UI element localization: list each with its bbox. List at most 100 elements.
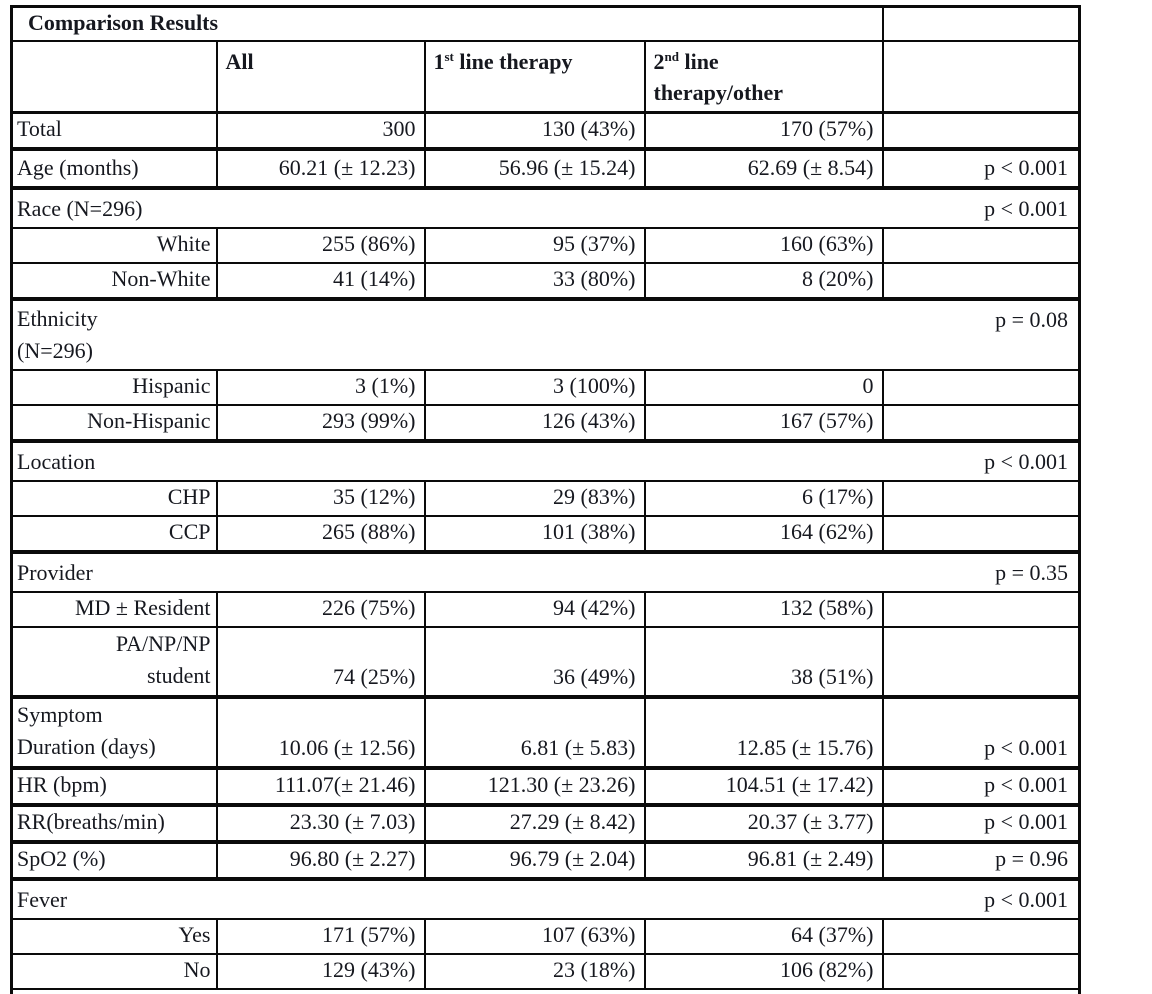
row-hispanic: Hispanic 3 (1%) 3 (100%) 0 [10, 369, 1081, 406]
category-label-ethnicity: Ethnicity (N=296) [17, 303, 98, 367]
row-ccp: CCP 265 (88%) 101 (38%) 164 (62%) [10, 515, 1081, 554]
cell-nonhispanic-first: 126 (43%) [423, 404, 646, 443]
title-empty-cell [881, 5, 1081, 42]
header-first-line-therapy: 1st line therapy [423, 40, 646, 114]
row-rr: RR(breaths/min) 23.30 (± 7.03) 27.29 (± … [10, 804, 1081, 844]
cell-total-p [881, 111, 1081, 151]
cell-yes-second: 64 (37%) [643, 918, 884, 955]
cell-md-all: 226 (75%) [215, 591, 426, 628]
category-ethnicity: Ethnicity (N=296) p = 0.08 [10, 298, 1081, 371]
cell-ccp-p [881, 515, 1081, 554]
cell-chp-second: 6 (17%) [643, 480, 884, 517]
category-p-location: p < 0.001 [984, 449, 1069, 474]
cell-white-first: 95 (37%) [423, 227, 646, 264]
row-fever-yes: Yes 171 (57%) 107 (63%) 64 (37%) [10, 918, 1081, 955]
label-pa-np: PA/NP/NP student [10, 626, 218, 699]
cell-pa-second: 38 (51%) [643, 626, 884, 699]
pa-label-line2: student [146, 663, 211, 688]
symptom-label-line2: Duration (days) [17, 734, 156, 759]
cell-spo2-p: p = 0.96 [881, 841, 1081, 881]
label-fever-yes: Yes [10, 918, 218, 955]
label-nonhispanic: Non-Hispanic [10, 404, 218, 443]
category-label-location: Location [17, 449, 96, 474]
row-md-resident: MD ± Resident 226 (75%) 94 (42%) 132 (58… [10, 591, 1081, 628]
cell-pa-p [881, 626, 1081, 699]
cell-no-p [881, 953, 1081, 990]
header-second-line-therapy: 2nd line therapy/other [643, 40, 884, 114]
row-chp: CHP 35 (12%) 29 (83%) 6 (17%) [10, 480, 1081, 517]
header-second-rest: line [678, 49, 719, 74]
cell-nonwhite-first: 33 (80%) [423, 262, 646, 301]
row-title: Comparison Results [10, 5, 1081, 42]
header-empty-cell [10, 40, 218, 114]
row-pa-np: PA/NP/NP student 74 (25%) 36 (49%) 38 (5… [10, 626, 1081, 699]
header-p-empty-cell [881, 40, 1081, 114]
category-p-fever: p < 0.001 [984, 887, 1069, 912]
header-first-base: 1 [433, 49, 445, 74]
cell-chp-first: 29 (83%) [423, 480, 646, 517]
label-total: Total [10, 111, 218, 151]
cell-md-first: 94 (42%) [423, 591, 646, 628]
category-label-fever: Fever [17, 887, 68, 912]
cell-pa-all: 74 (25%) [215, 626, 426, 699]
row-hr: HR (bpm) 111.07(± 21.46) 121.30 (± 23.26… [10, 767, 1081, 807]
row-race-category: Race (N=296) p < 0.001 [10, 187, 1081, 229]
cell-ccp-second: 164 (62%) [643, 515, 884, 554]
cell-no-all: 129 (43%) [215, 953, 426, 990]
cell-ccp-first: 101 (38%) [423, 515, 646, 554]
cell-white-p [881, 227, 1081, 264]
pa-label-line1: PA/NP/NP [115, 631, 211, 656]
cell-hr-p: p < 0.001 [881, 767, 1081, 807]
category-p-ethnicity: p = 0.08 [995, 307, 1069, 332]
cell-chp-p [881, 480, 1081, 517]
cell-symptom-first: 6.81 (± 5.83) [423, 696, 646, 770]
cell-yes-all: 171 (57%) [215, 918, 426, 955]
row-header: All 1st line therapy 2nd line therapy/ot… [10, 40, 1081, 114]
cell-total-second: 170 (57%) [643, 111, 884, 151]
cell-symptom-all: 10.06 (± 12.56) [215, 696, 426, 770]
cell-yes-first: 107 (63%) [423, 918, 646, 955]
row-location-category: Location p < 0.001 [10, 440, 1081, 482]
label-spo2: SpO2 (%) [10, 841, 218, 881]
row-spo2: SpO2 (%) 96.80 (± 2.27) 96.79 (± 2.04) 9… [10, 841, 1081, 881]
cell-total-first: 130 (43%) [423, 111, 646, 151]
cell-spo2-first: 96.79 (± 2.04) [423, 841, 646, 881]
category-p-race: p < 0.001 [984, 196, 1069, 221]
row-provider-category: Provider p = 0.35 [10, 551, 1081, 593]
row-fever-category: Fever p < 0.001 [10, 878, 1081, 920]
cell-rr-first: 27.29 (± 8.42) [423, 804, 646, 844]
cell-age-second: 62.69 (± 8.54) [643, 148, 884, 190]
label-hispanic: Hispanic [10, 369, 218, 406]
row-fever-no: No 129 (43%) 23 (18%) 106 (82%) [10, 953, 1081, 990]
row-ethnicity-category: Ethnicity (N=296) p = 0.08 [10, 298, 1081, 371]
category-label-provider: Provider [17, 560, 93, 585]
superscript-nd: nd [664, 49, 679, 64]
cell-hispanic-all: 3 (1%) [215, 369, 426, 406]
cell-no-first: 23 (18%) [423, 953, 646, 990]
cell-age-p: p < 0.001 [881, 148, 1081, 190]
cell-md-p [881, 591, 1081, 628]
label-age: Age (months) [10, 148, 218, 190]
label-md-resident: MD ± Resident [10, 591, 218, 628]
cell-chp-all: 35 (12%) [215, 480, 426, 517]
cell-nonhispanic-all: 293 (99%) [215, 404, 426, 443]
cell-white-second: 160 (63%) [643, 227, 884, 264]
cell-hr-first: 121.30 (± 23.26) [423, 767, 646, 807]
cell-symptom-second: 12.85 (± 15.76) [643, 696, 884, 770]
label-chp: CHP [10, 480, 218, 517]
ethnicity-label-line2: (N=296) [17, 338, 93, 363]
cell-nonwhite-p [881, 262, 1081, 301]
label-nonwhite: Non-White [10, 262, 218, 301]
cell-no-second: 106 (82%) [643, 953, 884, 990]
label-fever-no: No [10, 953, 218, 990]
cell-total-all: 300 [215, 111, 426, 151]
row-total: Total 300 130 (43%) 170 (57%) [10, 111, 1081, 151]
label-symptom-duration: Symptom Duration (days) [10, 696, 218, 770]
cell-symptom-p: p < 0.001 [881, 696, 1081, 770]
category-provider: Provider p = 0.35 [10, 551, 1081, 593]
category-race: Race (N=296) p < 0.001 [10, 187, 1081, 229]
superscript-st: st [444, 49, 454, 64]
cell-age-first: 56.96 (± 15.24) [423, 148, 646, 190]
category-p-provider: p = 0.35 [995, 560, 1069, 585]
label-rr: RR(breaths/min) [10, 804, 218, 844]
